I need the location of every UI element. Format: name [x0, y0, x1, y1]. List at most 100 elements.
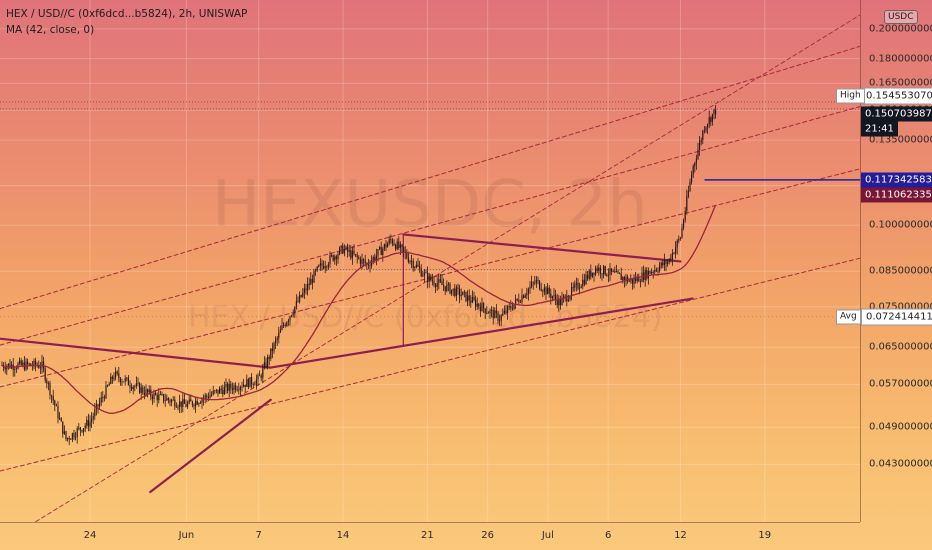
candle-120	[193, 403, 195, 410]
candle-181	[291, 314, 293, 318]
currency-badge[interactable]: USDC	[884, 10, 918, 24]
candle-411	[659, 261, 661, 273]
candle-349	[559, 295, 561, 310]
candle-177	[284, 322, 286, 328]
candle-259	[415, 261, 417, 269]
candle-29	[47, 381, 49, 391]
candle-376	[603, 265, 605, 279]
candle-39	[63, 425, 65, 435]
candle-79	[127, 375, 129, 386]
candle-273	[438, 273, 440, 290]
candle-381	[611, 268, 613, 276]
candle-435	[697, 142, 699, 160]
candle-436	[699, 136, 701, 156]
candle-183	[294, 306, 296, 318]
candle-263	[422, 270, 424, 277]
candle-131	[211, 391, 213, 397]
candle-108	[174, 396, 176, 410]
candle-446	[715, 105, 717, 119]
candle-284	[455, 284, 457, 302]
candle-146	[235, 382, 237, 393]
candle-285	[457, 283, 459, 295]
candle-332	[532, 280, 534, 290]
candle-52	[84, 423, 86, 433]
candle-72	[116, 370, 118, 376]
watermark-symbol: HEXUSDC, 2h	[212, 168, 648, 242]
candle-312	[500, 313, 502, 327]
candle-222	[356, 252, 358, 264]
candle-304	[487, 311, 489, 314]
candle-157	[252, 382, 254, 389]
candle-378	[606, 273, 608, 277]
candle-297	[476, 297, 478, 311]
candle-356	[571, 282, 573, 301]
candle-76	[123, 381, 125, 383]
legend-ma[interactable]: MA (42, close, 0)	[6, 24, 95, 36]
time-axis[interactable]: 24 Jun 7 14 21 26 Jul 6 12 19	[0, 522, 860, 550]
candle-243	[390, 234, 392, 244]
high-flag: 0.1545530701	[861, 87, 932, 105]
candle-142	[228, 378, 230, 398]
candle-194	[311, 274, 313, 290]
candle-35	[57, 401, 59, 424]
candle-331	[531, 275, 533, 289]
candle-20	[33, 358, 35, 370]
candle-148	[238, 382, 240, 395]
candle-294	[471, 290, 473, 304]
candle-300	[481, 297, 483, 312]
candle-38	[62, 421, 64, 438]
candle-281	[451, 289, 453, 296]
candle-162	[260, 373, 262, 382]
time-tick-6: Jul	[541, 530, 554, 541]
candle-438	[702, 129, 704, 144]
candle-155	[249, 376, 251, 388]
ma-line	[1, 204, 717, 414]
candle-362	[580, 284, 582, 289]
candle-315	[505, 305, 507, 315]
candle-103	[166, 394, 168, 401]
candle-388	[622, 276, 624, 284]
candle-65	[105, 381, 107, 400]
candle-114	[183, 392, 185, 404]
candle-216	[347, 243, 349, 258]
candle-12	[20, 358, 22, 366]
candle-200	[321, 259, 323, 271]
candle-139	[223, 381, 225, 395]
candle-66	[107, 384, 109, 388]
candle-126	[203, 394, 205, 406]
legend-symbol[interactable]: HEX / USD//C (0xf6dcd...b5824), 2h, UNIS…	[6, 8, 248, 20]
high-label: High	[836, 88, 865, 104]
candle-110	[177, 404, 179, 411]
candle-433	[694, 161, 696, 173]
candle-341	[547, 283, 549, 295]
price-axis[interactable]: 0.20000000000.18000000000.16500000000.15…	[860, 0, 932, 522]
candle-180	[289, 315, 291, 326]
candle-199	[319, 257, 321, 271]
candle-130	[209, 389, 211, 399]
price-tick-6: 0.1000000000	[869, 219, 932, 231]
candle-132	[212, 385, 214, 396]
candle-326	[523, 294, 525, 299]
candle-289	[463, 290, 465, 298]
candle-382	[612, 269, 614, 273]
candle-198	[318, 264, 320, 268]
candle-286	[459, 284, 461, 304]
candle-310	[497, 311, 499, 325]
candle-400	[641, 266, 643, 283]
candle-266	[427, 266, 429, 289]
candle-67	[108, 381, 110, 386]
candle-234	[375, 248, 377, 266]
candle-164	[263, 356, 265, 370]
candle-134	[215, 389, 217, 394]
last-price-flag: 0.1507039878	[861, 106, 932, 122]
candle-444	[711, 113, 713, 126]
candle-46	[75, 431, 77, 441]
candle-154	[247, 377, 249, 390]
candle-260	[417, 258, 419, 268]
candle-276	[443, 278, 445, 292]
candle-64	[103, 394, 105, 402]
candle-230	[369, 259, 371, 273]
candle-195	[313, 269, 315, 283]
plot-area[interactable]	[0, 0, 860, 522]
candle-87	[140, 383, 142, 400]
